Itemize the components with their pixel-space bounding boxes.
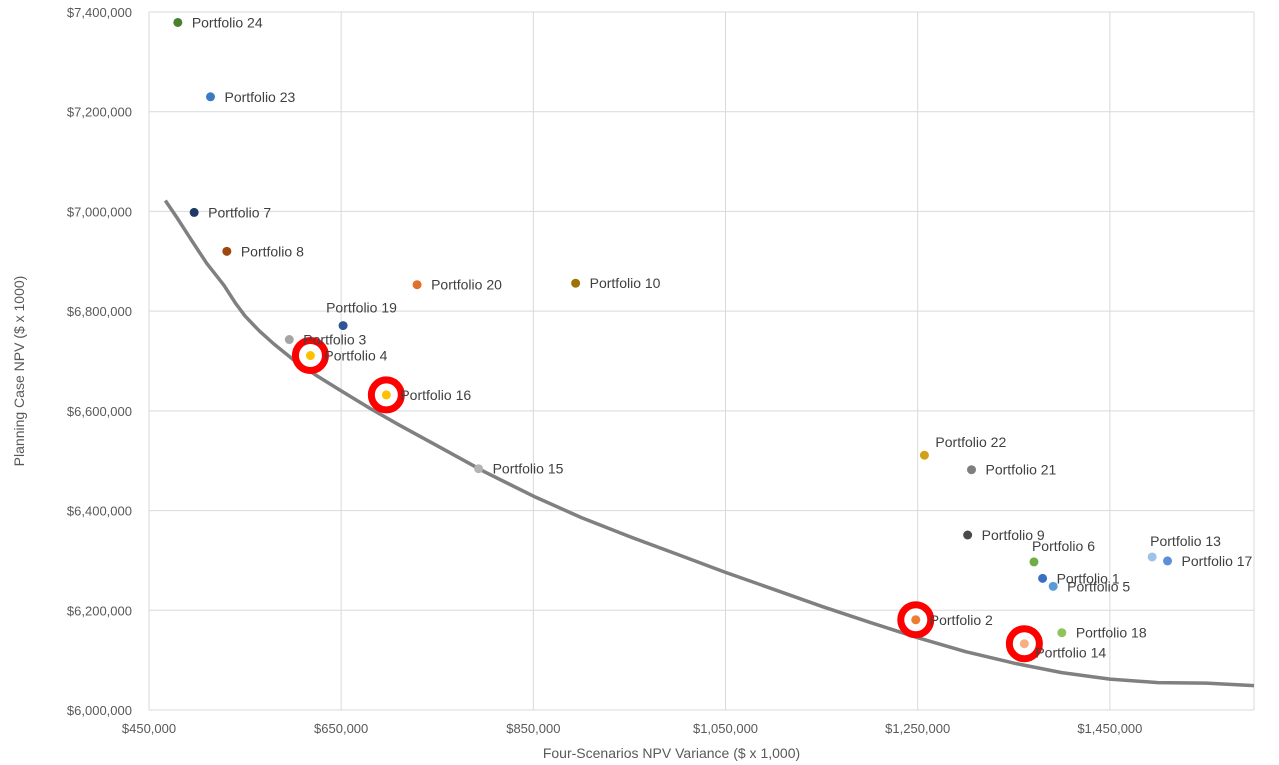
point-label: Portfolio 21	[986, 462, 1057, 478]
point-label: Portfolio 24	[192, 14, 263, 30]
x-tick-label: $1,050,000	[693, 721, 758, 736]
data-point	[911, 615, 921, 625]
point-label: Portfolio 18	[1076, 625, 1147, 641]
data-point	[284, 335, 294, 345]
point-label: Portfolio 3	[303, 332, 366, 348]
point-label: Portfolio 16	[400, 387, 471, 403]
data-point	[338, 321, 348, 331]
data-point	[1057, 628, 1067, 638]
point-label: Portfolio 2	[930, 612, 993, 628]
y-tick-label: $6,000,000	[67, 703, 132, 718]
x-tick-label: $450,000	[122, 721, 176, 736]
data-point	[571, 278, 581, 288]
data-point	[1019, 639, 1029, 649]
data-point	[189, 207, 199, 217]
point-label: Portfolio 17	[1182, 553, 1253, 569]
x-axis-ticks: $450,000 $650,000 $850,000 $1,050,000 $1,250…	[122, 721, 1143, 736]
y-tick-label: $7,000,000	[67, 204, 132, 219]
x-tick-label: $650,000	[314, 721, 368, 736]
x-axis-title: Four-Scenarios NPV Variance ($ x 1,000)	[543, 745, 800, 761]
point-label: Portfolio 20	[431, 277, 502, 293]
point-label: Portfolio 7	[208, 204, 271, 220]
point-label: Portfolio 6	[1032, 538, 1095, 554]
point-label: Portfolio 10	[590, 275, 661, 291]
data-point	[474, 464, 484, 474]
x-tick-label: $1,450,000	[1077, 721, 1142, 736]
y-tick-label: $7,400,000	[67, 5, 132, 20]
data-point	[963, 530, 973, 540]
y-tick-label: $6,600,000	[67, 404, 132, 419]
data-point	[222, 246, 232, 256]
data-point	[412, 280, 422, 290]
point-label: Portfolio 19	[326, 300, 397, 316]
data-point	[967, 465, 977, 475]
data-point	[381, 390, 391, 400]
data-point	[919, 450, 929, 460]
y-tick-label: $6,200,000	[67, 603, 132, 618]
y-axis-ticks: $6,000,000 $6,200,000 $6,400,000 $6,600,000…	[67, 5, 132, 718]
x-tick-label: $850,000	[506, 721, 560, 736]
efficient-frontier-curve	[163, 199, 1255, 688]
data-point	[1163, 556, 1173, 566]
point-label: Portfolio 23	[224, 89, 295, 105]
point-label: Portfolio 5	[1067, 578, 1130, 594]
data-point	[1038, 573, 1048, 583]
y-tick-label: $6,400,000	[67, 504, 132, 519]
y-tick-label: $6,800,000	[67, 304, 132, 319]
x-tick-label: $1,250,000	[885, 721, 950, 736]
data-point	[305, 351, 315, 361]
point-labels: Portfolio 24 Portfolio 23 Portfolio 7 Portf…	[192, 14, 1253, 660]
point-label: Portfolio 15	[493, 461, 564, 477]
y-tick-label: $7,200,000	[67, 105, 132, 120]
point-label: Portfolio 8	[241, 243, 304, 259]
y-axis-title: Planning Case NPV ($ x 1000)	[11, 276, 27, 467]
point-label: Portfolio 9	[982, 527, 1045, 543]
data-point	[1147, 552, 1157, 562]
data-points	[173, 17, 1173, 663]
point-label: Portfolio 4	[324, 348, 387, 364]
data-point	[173, 17, 183, 27]
point-label: Portfolio 1	[1057, 570, 1120, 586]
point-label: Portfolio 13	[1150, 533, 1221, 549]
gridlines	[148, 11, 1255, 711]
data-point	[1029, 557, 1039, 567]
point-label: Portfolio 14	[1035, 645, 1106, 661]
data-point	[1048, 581, 1058, 591]
point-label: Portfolio 22	[935, 434, 1006, 450]
data-point	[205, 92, 215, 102]
